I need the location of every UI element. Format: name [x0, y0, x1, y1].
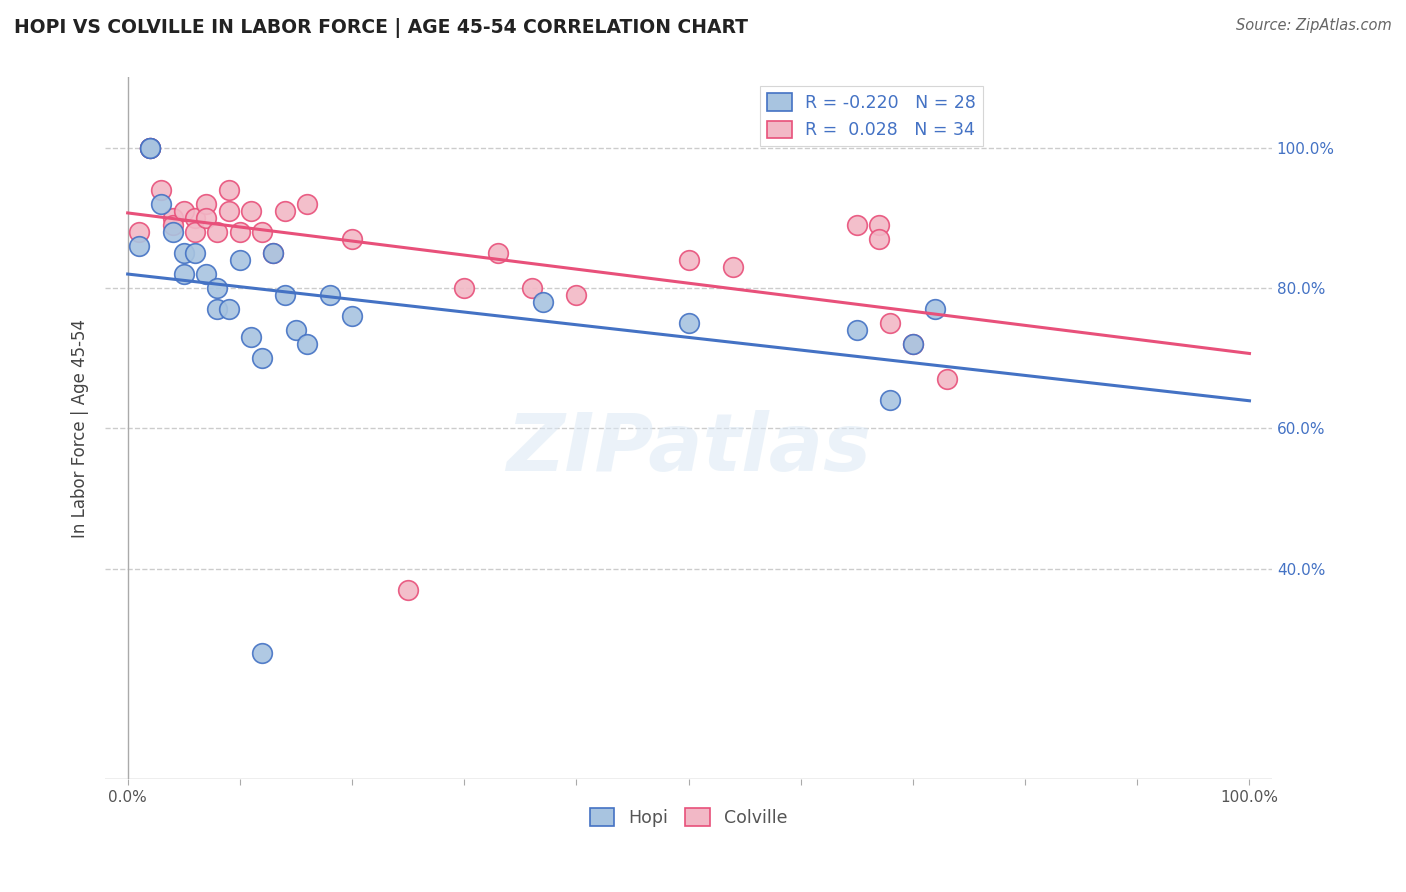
- Point: [273, 203, 295, 218]
- Point: [531, 295, 554, 310]
- Point: [128, 239, 150, 253]
- Point: [486, 246, 509, 260]
- Point: [340, 309, 363, 323]
- Point: [879, 393, 901, 408]
- Point: [162, 211, 184, 225]
- Point: [139, 140, 162, 154]
- Point: [229, 225, 252, 239]
- Point: [195, 267, 218, 281]
- Point: [453, 281, 475, 295]
- Point: [263, 246, 285, 260]
- Point: [845, 218, 868, 232]
- Point: [924, 301, 946, 316]
- Point: [184, 211, 207, 225]
- Point: [173, 246, 195, 260]
- Point: [868, 218, 890, 232]
- Point: [879, 316, 901, 330]
- Point: [139, 140, 162, 154]
- Point: [295, 196, 318, 211]
- Point: [868, 232, 890, 246]
- Point: [901, 337, 924, 351]
- Point: [318, 288, 340, 302]
- Point: [678, 316, 700, 330]
- Point: [150, 196, 173, 211]
- Point: [128, 225, 150, 239]
- Text: HOPI VS COLVILLE IN LABOR FORCE | AGE 45-54 CORRELATION CHART: HOPI VS COLVILLE IN LABOR FORCE | AGE 45…: [14, 18, 748, 37]
- Point: [184, 225, 207, 239]
- Point: [520, 281, 543, 295]
- Point: [195, 196, 218, 211]
- Legend: Hopi, Colville: Hopi, Colville: [583, 801, 794, 834]
- Point: [565, 288, 588, 302]
- Point: [207, 281, 229, 295]
- Point: [173, 203, 195, 218]
- Point: [162, 218, 184, 232]
- Point: [252, 646, 274, 660]
- Point: [396, 582, 419, 597]
- Point: [252, 225, 274, 239]
- Point: [195, 211, 218, 225]
- Point: [935, 372, 957, 386]
- Point: [845, 323, 868, 337]
- Point: [273, 288, 295, 302]
- Point: [678, 252, 700, 267]
- Point: [263, 246, 285, 260]
- Text: ZIPatlas: ZIPatlas: [506, 410, 872, 489]
- Point: [252, 351, 274, 366]
- Point: [218, 301, 240, 316]
- Point: [139, 140, 162, 154]
- Y-axis label: In Labor Force | Age 45-54: In Labor Force | Age 45-54: [72, 318, 89, 538]
- Point: [184, 246, 207, 260]
- Point: [901, 337, 924, 351]
- Point: [295, 337, 318, 351]
- Point: [218, 183, 240, 197]
- Point: [723, 260, 745, 274]
- Point: [207, 301, 229, 316]
- Point: [150, 183, 173, 197]
- Point: [284, 323, 307, 337]
- Point: [340, 232, 363, 246]
- Point: [139, 140, 162, 154]
- Point: [207, 225, 229, 239]
- Point: [162, 225, 184, 239]
- Point: [218, 203, 240, 218]
- Point: [240, 203, 263, 218]
- Point: [229, 252, 252, 267]
- Point: [240, 330, 263, 344]
- Text: Source: ZipAtlas.com: Source: ZipAtlas.com: [1236, 18, 1392, 33]
- Point: [173, 267, 195, 281]
